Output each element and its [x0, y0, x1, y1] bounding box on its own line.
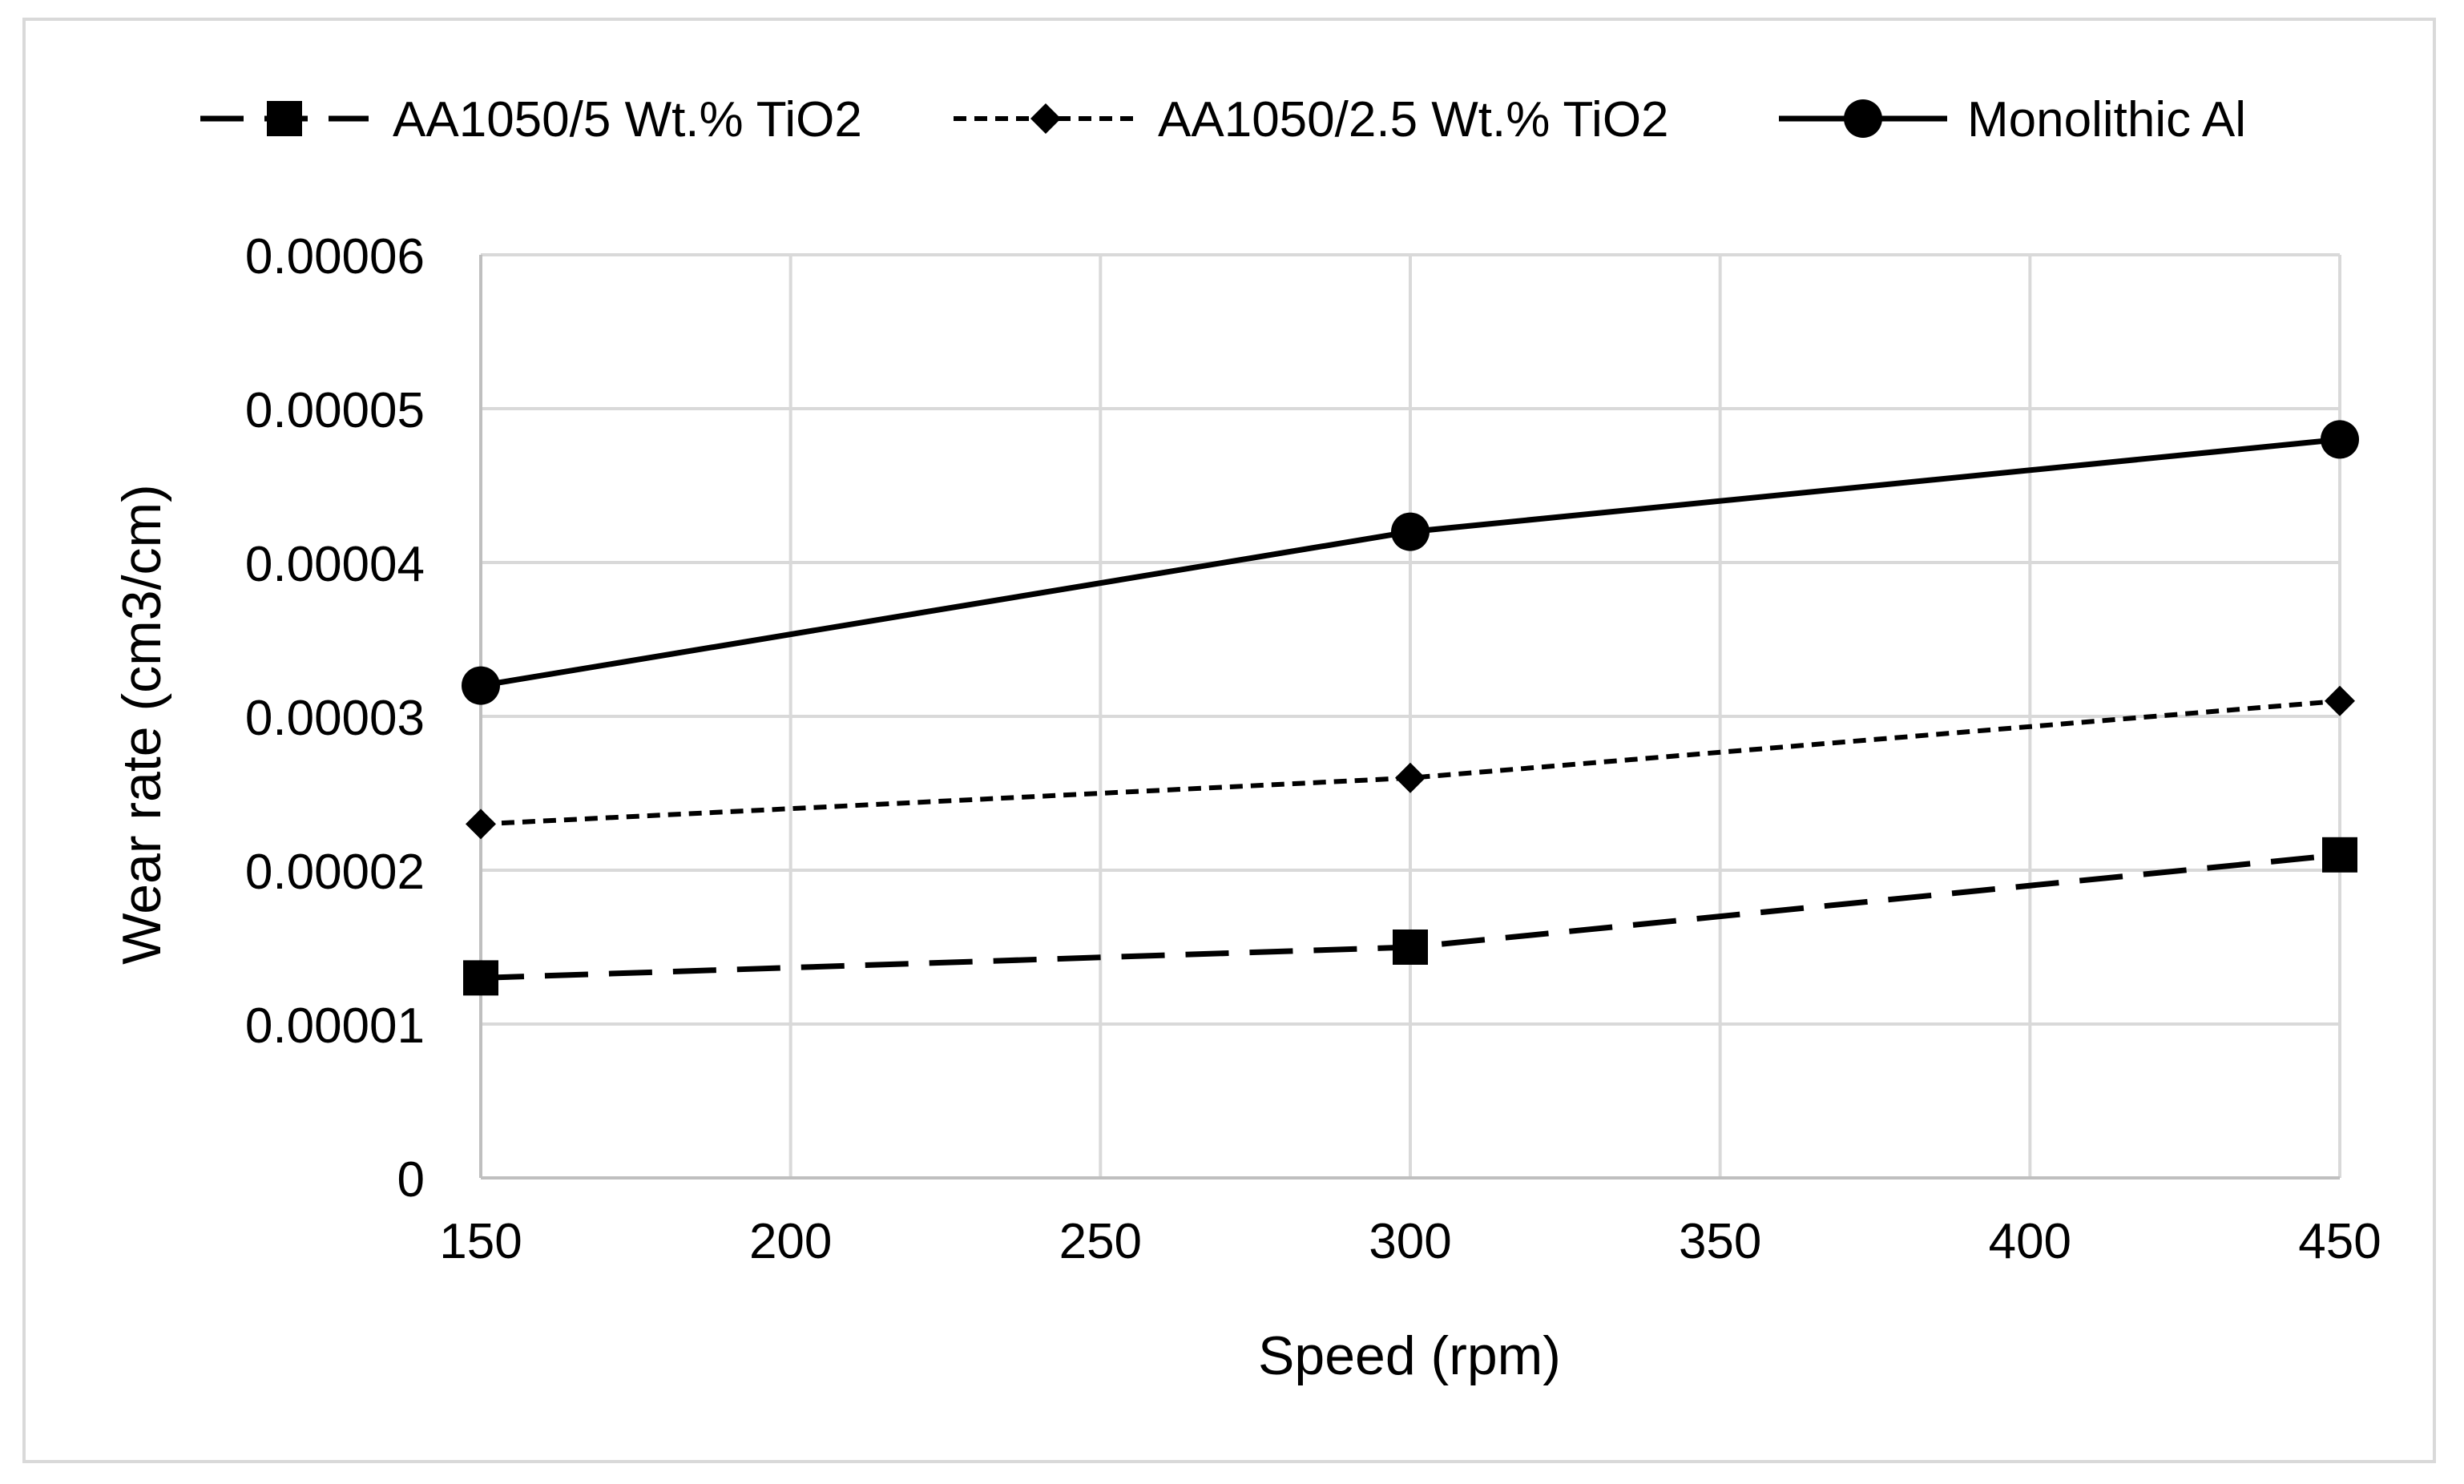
- x-tick-label: 150: [439, 1214, 522, 1269]
- series-2: [466, 685, 2355, 840]
- y-tick-label: 0.00002: [245, 845, 425, 900]
- y-tick-label: 0.00004: [245, 537, 425, 592]
- data-point-marker: [462, 666, 500, 705]
- y-tick-label: 0.00006: [245, 229, 425, 284]
- data-point-marker: [466, 809, 496, 840]
- data-point-marker: [2321, 420, 2359, 459]
- axes: 0 0.00001 0.00002 0.00003 0.00004 0.00005 0.00…: [245, 229, 2381, 1269]
- data-point-marker: [2322, 837, 2357, 873]
- x-tick-label: 350: [1679, 1214, 1761, 1269]
- data-point-marker: [1393, 930, 1428, 965]
- data-point-marker: [1395, 762, 1426, 793]
- x-tick-label: 450: [2298, 1214, 2381, 1269]
- series-1: [463, 837, 2357, 996]
- chart-border: [22, 18, 2436, 1463]
- legend-item-3: Monolithic Al: [1779, 92, 2246, 147]
- x-tick-label: 250: [1059, 1214, 1142, 1269]
- x-tick-label: 300: [1369, 1214, 1451, 1269]
- series-3: [462, 420, 2359, 705]
- data-point-marker: [2325, 685, 2355, 716]
- y-axis-title: Wear rate (cm3/cm): [111, 484, 172, 964]
- y-tick-label: 0: [397, 1152, 425, 1208]
- data-point-marker: [1391, 512, 1430, 551]
- series-line: [480, 698, 2341, 827]
- x-tick-label: 200: [749, 1214, 832, 1269]
- series-group: [462, 420, 2359, 996]
- x-tick-label: 400: [1989, 1214, 2071, 1269]
- y-tick-label: 0.00003: [245, 691, 425, 746]
- legend-swatch-marker: [1844, 99, 1882, 138]
- x-axis-title: Speed (rpm): [1258, 1325, 1561, 1386]
- legend-swatch-marker: [1030, 103, 1061, 134]
- legend: AA1050/5 Wt.% TiO2 AA1050/2.5 Wt.% TiO2 Mo…: [200, 92, 2246, 147]
- legend-label: Monolithic Al: [1967, 92, 2246, 147]
- legend-item-1: AA1050/5 Wt.% TiO2: [200, 92, 862, 147]
- legend-item-2: AA1050/2.5 Wt.% TiO2: [954, 92, 1669, 147]
- y-tick-label: 0.00005: [245, 383, 425, 438]
- data-point-marker: [463, 960, 498, 996]
- y-tick-label: 0.00001: [245, 998, 425, 1054]
- legend-label: AA1050/2.5 Wt.% TiO2: [1158, 92, 1669, 147]
- legend-label: AA1050/5 Wt.% TiO2: [393, 92, 862, 147]
- gridlines: [481, 253, 2341, 1178]
- legend-swatch-marker: [267, 101, 302, 136]
